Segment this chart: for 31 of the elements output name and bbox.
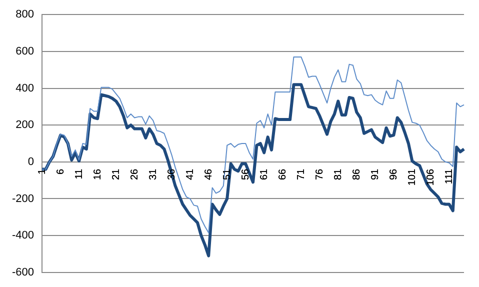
- x-tick-label: 106: [425, 168, 436, 186]
- x-tick-label: 56: [240, 168, 252, 180]
- y-tick-label: 600: [16, 45, 34, 58]
- y-tick-label: -400: [12, 230, 34, 242]
- y-tick-label: 200: [16, 119, 34, 132]
- x-tick-label: 41: [184, 168, 196, 180]
- y-tick-label: -200: [12, 192, 34, 205]
- y-tick-label: -600: [12, 266, 34, 278]
- x-tick-label: 91: [370, 168, 381, 180]
- x-tick-label: 86: [351, 168, 362, 180]
- x-tick-label: 66: [277, 168, 288, 180]
- x-tick-label: 51: [222, 168, 233, 180]
- x-tick-label: 101: [406, 168, 418, 186]
- x-tick-label: 36: [166, 168, 178, 180]
- x-tick-label: 76: [314, 168, 326, 180]
- x-tick-label: 111: [444, 168, 455, 184]
- x-tick-label: 1: [36, 168, 48, 174]
- y-tick-label: 800: [16, 8, 34, 21]
- x-tick-label: 46: [203, 168, 214, 180]
- x-tick-label: 26: [129, 168, 140, 180]
- x-tick-label: 81: [332, 168, 344, 180]
- y-tick-label: 400: [16, 82, 34, 94]
- x-tick-label: 31: [148, 168, 159, 180]
- x-tick-label: 11: [74, 168, 85, 180]
- x-tick-label: 16: [92, 168, 104, 180]
- x-tick-label: 6: [55, 168, 66, 174]
- y-tick-label: 0: [28, 156, 34, 168]
- x-tick-label: 61: [258, 168, 270, 180]
- x-tick-label: 71: [296, 168, 307, 180]
- x-tick-label: 96: [388, 168, 400, 180]
- x-tick-label: 21: [110, 168, 122, 180]
